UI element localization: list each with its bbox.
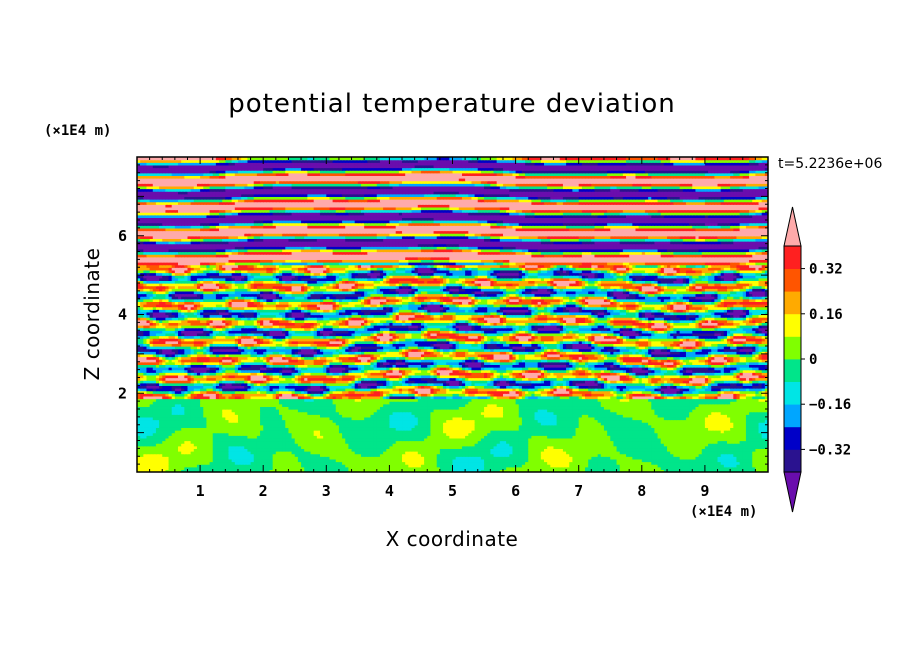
y-unit-label: (×1E4 m) (44, 123, 111, 139)
chart-title: potential temperature deviation (228, 89, 675, 119)
plot-area (137, 157, 769, 473)
time-label: t=5.2236e+06 (778, 156, 882, 172)
